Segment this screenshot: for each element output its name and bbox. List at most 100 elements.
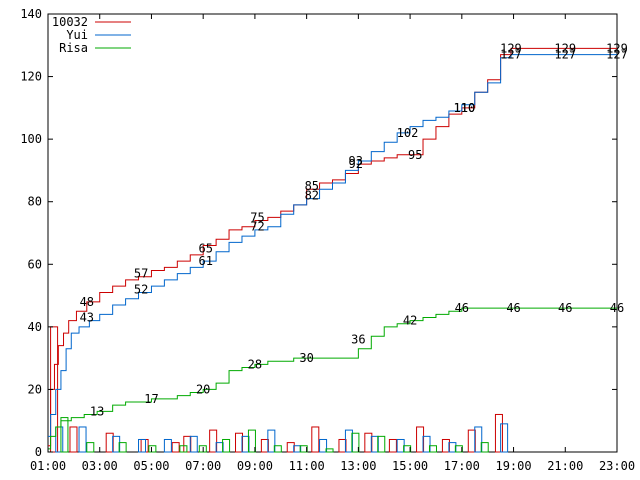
x-tick-label: 11:00	[289, 459, 325, 473]
bar-green	[273, 445, 282, 453]
bar-green	[299, 445, 308, 453]
bar-red	[388, 438, 397, 453]
bar-blue	[189, 435, 198, 453]
bar-red	[467, 429, 476, 453]
bar-green	[403, 445, 412, 453]
bar-blue	[293, 445, 302, 453]
x-tick-label: 03:00	[82, 459, 118, 473]
bar-red	[364, 432, 373, 453]
legend-label: 10032	[52, 15, 88, 29]
bar-red	[286, 442, 295, 453]
data-label: 85	[305, 179, 319, 193]
x-tick-label: 21:00	[547, 459, 583, 473]
data-label: 129	[554, 41, 576, 55]
data-label: 46	[558, 301, 572, 315]
data-label: 95	[408, 148, 422, 162]
data-label: 129	[606, 41, 628, 55]
data-label: 48	[80, 295, 94, 309]
bar-red	[105, 432, 114, 453]
data-label: 46	[610, 301, 624, 315]
series-line-yui	[48, 54, 617, 437]
x-tick-label: 17:00	[444, 459, 480, 473]
data-label: 61	[199, 254, 213, 268]
bar-green	[454, 445, 463, 453]
x-tick-label: 09:00	[237, 459, 273, 473]
bar-green	[148, 445, 157, 453]
bar-blue	[319, 438, 328, 453]
y-tick-label: 120	[20, 70, 42, 84]
data-label: 93	[349, 154, 363, 168]
data-label: 30	[299, 351, 313, 365]
bar-green	[377, 435, 386, 453]
data-label: 42	[403, 314, 417, 328]
y-tick-label: 60	[28, 257, 42, 271]
data-label-layer: 48 57 65 75 85 93 95 110 129 129 129 43 52 61 72 82 92 10…	[80, 41, 628, 418]
bar-green	[325, 448, 334, 453]
bar-red	[494, 413, 503, 453]
x-tick-label: 05:00	[133, 459, 169, 473]
data-label: 92	[349, 157, 363, 171]
bar-blue	[344, 429, 353, 453]
bar-green	[86, 442, 95, 453]
bar-red	[311, 426, 320, 453]
data-label: 127	[554, 48, 576, 62]
data-label: 110	[454, 101, 476, 115]
data-label: 127	[500, 48, 522, 62]
x-tick-label: 13:00	[340, 459, 376, 473]
bar-red	[171, 442, 180, 453]
bar-blue	[422, 435, 431, 453]
bar-blue	[500, 423, 509, 453]
bar-red	[441, 438, 450, 453]
data-label: 52	[134, 282, 148, 296]
data-label: 46	[506, 301, 520, 315]
y-tick-label: 80	[28, 195, 42, 209]
data-label: 82	[305, 188, 319, 202]
legend-label: Risa	[59, 41, 88, 55]
y-tick-label: 140	[20, 7, 42, 21]
bar-blue	[78, 426, 87, 453]
bar-green	[428, 445, 437, 453]
bar-red	[338, 438, 347, 453]
data-label: 28	[248, 357, 262, 371]
x-tick-label: 19:00	[495, 459, 531, 473]
bar-blue	[448, 442, 457, 453]
x-tick-label: 07:00	[185, 459, 221, 473]
bar-blue	[112, 435, 121, 453]
y-tick-label: 40	[28, 320, 42, 334]
series-line-10032	[48, 47, 617, 447]
data-label: 102	[397, 126, 419, 140]
y-tick-label: 100	[20, 132, 42, 146]
bar-red	[209, 429, 218, 453]
bar-red	[69, 426, 78, 453]
data-label: 65	[199, 242, 213, 256]
bar-green	[60, 417, 69, 453]
bar-blue	[138, 438, 147, 453]
bar-blue	[163, 438, 172, 453]
data-label: 127	[606, 48, 628, 62]
data-label: 43	[80, 310, 94, 324]
data-label: 36	[351, 332, 365, 346]
x-tick-label: 01:00	[30, 459, 66, 473]
data-label: 75	[250, 210, 264, 224]
data-label: 72	[250, 220, 264, 234]
legend-label: Yui	[66, 28, 88, 42]
bar-blue	[370, 435, 379, 453]
data-label: 110	[454, 101, 476, 115]
y-tick-label: 20	[28, 382, 42, 396]
bar-green	[351, 432, 360, 453]
bar-red	[260, 438, 269, 453]
bar-blue	[267, 429, 276, 453]
bar-green	[179, 445, 188, 453]
bar-green	[247, 429, 256, 453]
x-tick-label: 15:00	[392, 459, 428, 473]
bar-blue	[474, 426, 483, 453]
series-layer	[48, 47, 617, 450]
data-label: 57	[134, 267, 148, 281]
bar-blue	[241, 435, 250, 453]
bar-green	[480, 442, 489, 453]
data-label: 20	[196, 382, 210, 396]
axis-layer: 0 20 40 60 80 100 120 140 01:00 03:00 05:00 07:00 09…	[20, 7, 635, 473]
y-tick-label: 0	[35, 445, 42, 459]
